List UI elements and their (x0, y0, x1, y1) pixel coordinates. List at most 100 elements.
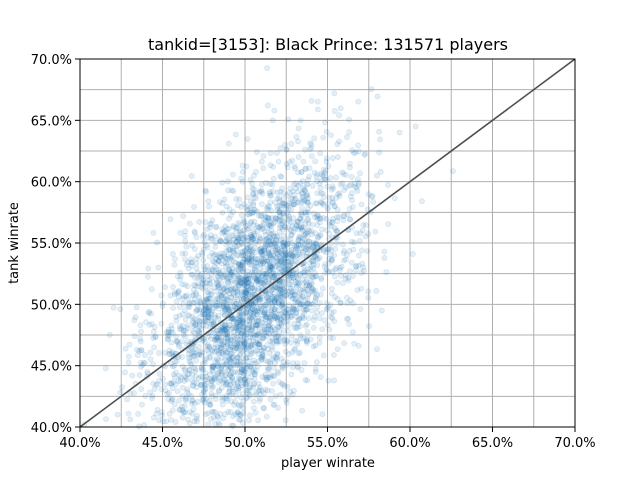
scatter-point (282, 141, 288, 148)
scatter-point (294, 219, 301, 225)
scatter-point (266, 234, 273, 241)
scatter-point (285, 206, 292, 213)
scatter-point (211, 288, 218, 295)
scatter-point (297, 254, 304, 261)
scatter-point (184, 338, 191, 345)
scatter-point (212, 336, 219, 343)
scatter-point (381, 255, 388, 261)
scatter-point (216, 368, 223, 375)
scatter-point (339, 280, 346, 287)
scatter-point (246, 315, 253, 322)
scatter-point (242, 381, 249, 387)
scatter-point (355, 252, 362, 259)
scatter-point (294, 360, 301, 367)
scatter-point (235, 219, 242, 226)
scatter-point (260, 165, 267, 172)
scatter-point (186, 354, 192, 361)
scatter-point (212, 239, 219, 246)
scatter-point (141, 360, 148, 366)
scatter-point (262, 254, 269, 261)
scatter-point (285, 116, 292, 123)
scatter-point (265, 229, 272, 235)
scatter-point (248, 348, 254, 355)
scatter-point (320, 134, 327, 141)
scatter-point (106, 331, 113, 338)
scatter-point (223, 233, 229, 239)
scatter-point (249, 316, 255, 323)
scatter-point (334, 218, 341, 224)
scatter-point (295, 218, 302, 225)
scatter-point (276, 249, 283, 256)
scatter-point (249, 248, 255, 255)
scatter-point (206, 203, 212, 210)
scatter-point (225, 366, 232, 373)
scatter-point (301, 236, 308, 243)
scatter-point (227, 278, 234, 285)
scatter-point (221, 228, 228, 235)
scatter-point (285, 322, 291, 329)
scatter-point (252, 207, 259, 213)
scatter-point (348, 259, 355, 266)
scatter-point (286, 264, 293, 271)
scatter-point (233, 361, 239, 368)
scatter-point (275, 265, 282, 272)
scatter-point (262, 270, 269, 277)
scatter-point (231, 303, 238, 310)
scatter-point (205, 349, 212, 356)
scatter-point (218, 334, 225, 341)
scatter-point (295, 241, 302, 248)
scatter-point (248, 236, 255, 243)
scatter-point (302, 146, 308, 153)
scatter-point (221, 285, 228, 291)
scatter-point (245, 370, 252, 377)
scatter-point (224, 331, 230, 338)
scatter-point (264, 203, 271, 210)
scatter-point (247, 307, 254, 313)
scatter-point (281, 218, 287, 225)
scatter-point (256, 233, 262, 240)
scatter-point (252, 249, 259, 256)
scatter-point (207, 309, 214, 316)
scatter-point (240, 367, 247, 374)
scatter-point (331, 377, 337, 384)
scatter-point (306, 301, 313, 308)
scatter-point (226, 225, 232, 232)
scatter-point (224, 226, 231, 232)
scatter-point (209, 367, 216, 373)
scatter-point (186, 420, 193, 427)
scatter-point (258, 284, 265, 291)
scatter-point (251, 275, 258, 281)
scatter-point (308, 153, 315, 160)
scatter-point (207, 401, 214, 408)
scatter-point (351, 340, 358, 347)
scatter-point (169, 349, 176, 356)
scatter-point (225, 246, 232, 253)
scatter-point (234, 292, 241, 298)
scatter-point (274, 316, 281, 322)
scatter-point (295, 237, 302, 244)
scatter-point (179, 281, 186, 288)
scatter-point (248, 324, 255, 331)
scatter-point (277, 290, 283, 297)
scatter-point (288, 246, 295, 253)
scatter-point (280, 212, 287, 219)
scatter-point (235, 411, 242, 418)
scatter-point (280, 190, 287, 197)
scatter-point (180, 409, 186, 416)
scatter-point (271, 298, 278, 305)
scatter-point (258, 251, 265, 258)
scatter-point (181, 307, 188, 314)
scatter-point (310, 241, 317, 248)
scatter-point (296, 317, 302, 324)
scatter-point (209, 307, 216, 314)
scatter-point (240, 327, 247, 334)
scatter-point (207, 353, 214, 360)
scatter-point (215, 282, 222, 289)
scatter-point (219, 401, 226, 408)
scatter-point (348, 181, 354, 188)
scatter-point (171, 401, 178, 408)
scatter-point (357, 170, 363, 177)
scatter-point (368, 86, 375, 92)
scatter-point (201, 302, 208, 309)
scatter-point (254, 318, 261, 325)
